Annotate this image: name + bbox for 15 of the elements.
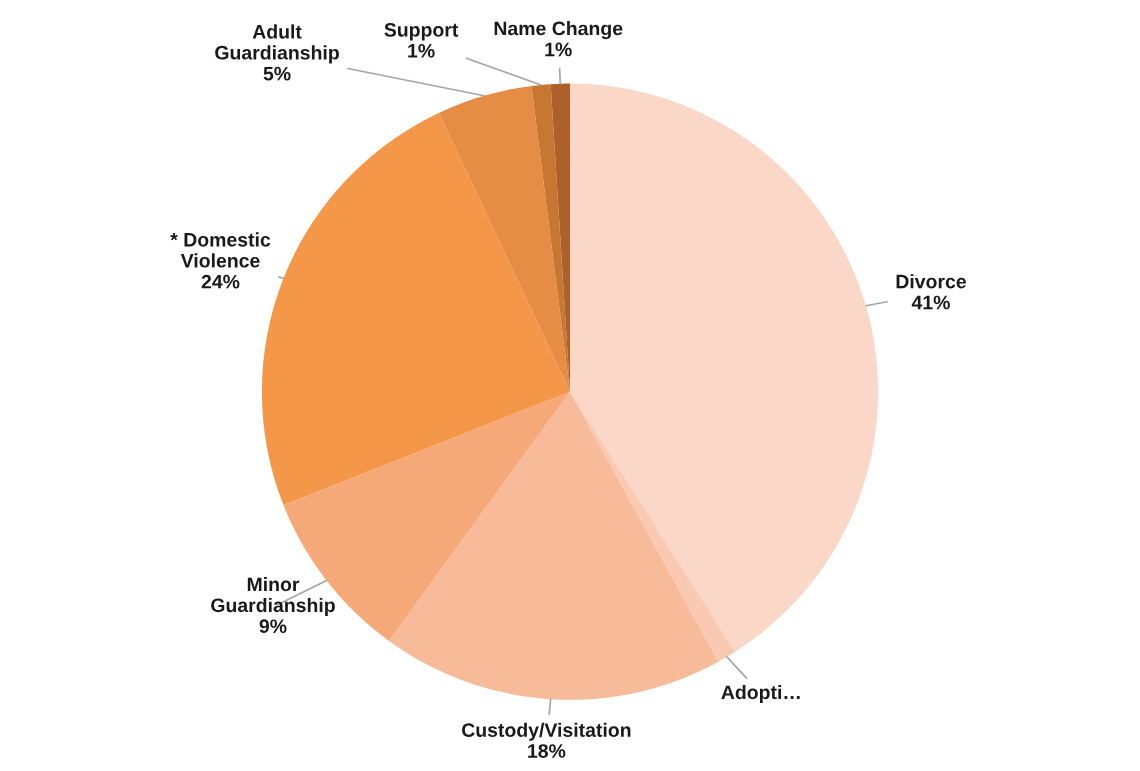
data-label: 41% — [911, 295, 950, 310]
slice-label: Custody/Visitation — [462, 722, 631, 741]
data-label: 24% — [201, 274, 240, 289]
slice-label: Support — [384, 22, 459, 41]
slice-label: * Domestic Violence — [170, 232, 271, 268]
data-label: 1% — [545, 42, 572, 57]
slice-label: Name Change — [494, 21, 623, 40]
data-label: 5% — [263, 66, 291, 81]
data-label: 9% — [259, 619, 287, 634]
slice-label: Divorce — [896, 274, 966, 289]
slice-label: Adult Guardianship — [215, 24, 339, 64]
slice-label: Minor Guardianship — [211, 576, 335, 616]
data-label: 18% — [528, 744, 566, 758]
slice-label: Adopti… — [721, 684, 800, 704]
data-label: 1% — [408, 43, 435, 58]
